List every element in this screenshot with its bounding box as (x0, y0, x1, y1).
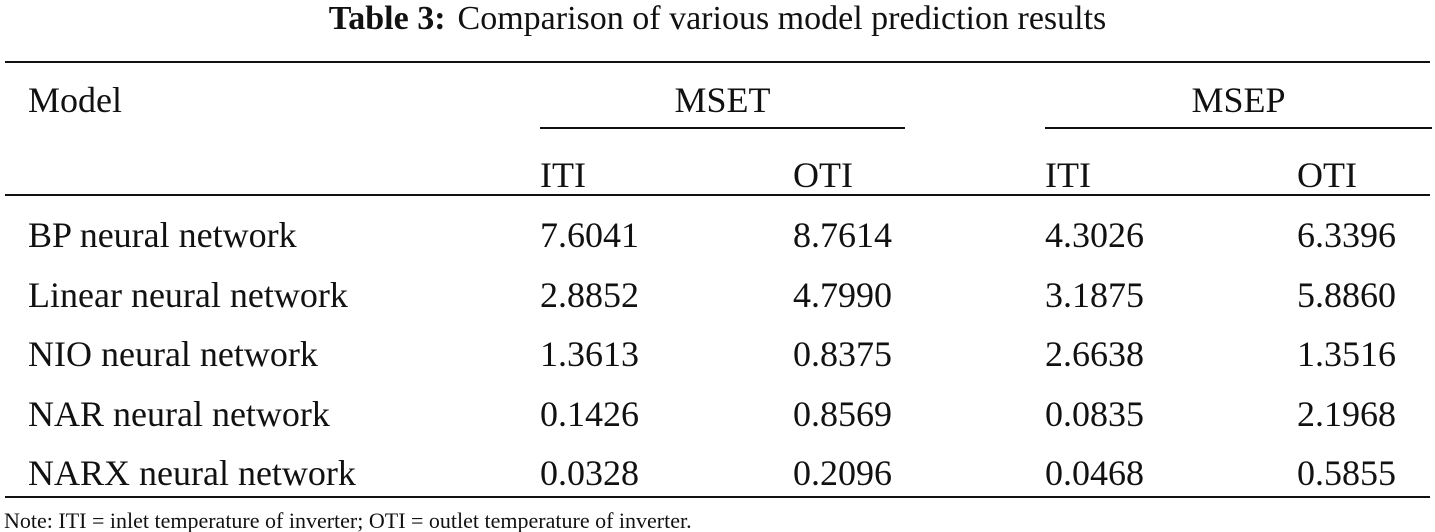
table-label: Table 3: (328, 0, 446, 37)
column-header: ITI (1045, 155, 1091, 195)
value-cell: 0.8375 (793, 334, 892, 374)
column-header: ITI (540, 155, 586, 195)
value-cell: 4.3026 (1045, 215, 1144, 255)
value-cell: 0.5855 (1297, 453, 1396, 493)
value-cell: 5.8860 (1297, 274, 1396, 315)
value-cell: 2.6638 (1045, 334, 1144, 374)
group-rule (540, 127, 905, 129)
header-model: Model (28, 80, 122, 120)
value-cell: 8.7614 (793, 215, 892, 255)
value-cell: 0.0328 (540, 453, 639, 493)
column-header: OTI (1297, 155, 1357, 195)
value-cell: 1.3613 (540, 334, 639, 374)
title-text: Comparison of various model prediction r… (457, 0, 1107, 37)
value-cell: 0.2096 (793, 453, 892, 493)
value-cell: 0.1426 (540, 393, 639, 434)
model-name: NARX neural network (28, 453, 356, 493)
column-header: OTI (793, 155, 853, 195)
value-cell: 6.3396 (1297, 215, 1396, 255)
value-cell: 0.8569 (793, 393, 892, 434)
group-rule (1045, 127, 1432, 129)
value-cell: 0.0835 (1045, 393, 1144, 434)
model-name: BP neural network (28, 215, 297, 255)
group-header: MSET (674, 80, 771, 120)
value-cell: 4.7990 (793, 274, 892, 315)
model-name: Linear neural network (28, 274, 348, 315)
model-name: NAR neural network (28, 393, 330, 434)
top-rule (5, 61, 1430, 63)
value-cell: 1.3516 (1297, 334, 1396, 374)
group-header: MSEP (1191, 80, 1286, 120)
value-cell: 3.1875 (1045, 274, 1144, 315)
value-cell: 0.0468 (1045, 453, 1144, 493)
header-rule (5, 194, 1430, 196)
value-cell: 2.1968 (1297, 393, 1396, 434)
model-name: NIO neural network (28, 334, 318, 374)
table-note: Note: ITI = inlet temperature of inverte… (4, 508, 692, 532)
value-cell: 2.8852 (540, 274, 639, 315)
table-title: Table 3: Comparison of various model pred… (0, 2, 1435, 36)
bottom-rule (5, 496, 1430, 498)
value-cell: 7.6041 (540, 215, 639, 255)
